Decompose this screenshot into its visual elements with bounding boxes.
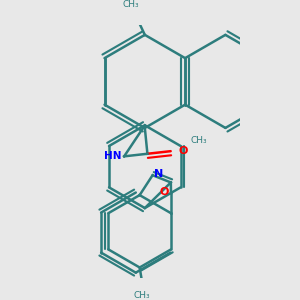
Text: O: O: [160, 187, 169, 197]
Text: HN: HN: [104, 151, 122, 161]
Text: CH₃: CH₃: [191, 136, 208, 145]
Text: N: N: [154, 169, 164, 179]
Text: CH₃: CH₃: [122, 0, 139, 9]
Text: CH₃: CH₃: [134, 291, 151, 300]
Text: O: O: [178, 146, 188, 156]
